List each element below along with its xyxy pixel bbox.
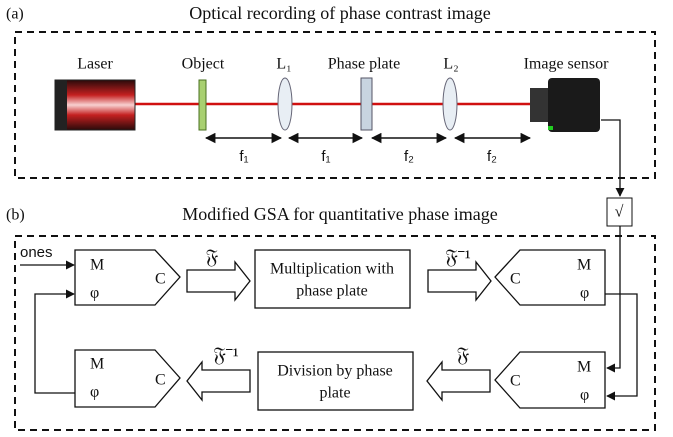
distance-label: f₂ xyxy=(487,148,497,165)
block-phi: φ xyxy=(90,384,99,401)
block-phi: φ xyxy=(580,387,589,404)
block-m: M xyxy=(90,257,104,274)
block-c: C xyxy=(155,372,166,389)
block-phi: φ xyxy=(90,285,99,302)
object xyxy=(199,80,206,130)
panel-label: (b) xyxy=(6,207,25,224)
sensor-front xyxy=(530,88,550,122)
sensor-led xyxy=(548,126,553,130)
transform: 𝔉⁻¹ xyxy=(213,345,238,367)
component-label: Object xyxy=(182,56,225,73)
input-label: ones xyxy=(20,244,53,261)
panel-title: Optical recording of phase contrast imag… xyxy=(189,3,490,23)
diagram: (a) Optical recording of phase contrast … xyxy=(0,0,673,437)
distance-label: f₂ xyxy=(404,148,414,165)
box-text: plate xyxy=(319,385,350,402)
connector xyxy=(601,120,620,196)
block-c: C xyxy=(510,271,521,288)
block-m: M xyxy=(577,359,591,376)
block-c: C xyxy=(155,271,166,288)
panel-label: (a) xyxy=(6,6,24,23)
transform: 𝔉⁻¹ xyxy=(445,247,470,269)
block-c: C xyxy=(510,373,521,390)
box-text: Division by phase xyxy=(277,363,393,380)
phase-plate xyxy=(361,78,372,130)
box-text: Multiplication with xyxy=(270,261,394,278)
component-label: Phase plate xyxy=(328,56,400,73)
component-label: Image sensor xyxy=(524,56,610,73)
lens xyxy=(443,78,457,130)
image-sensor xyxy=(548,78,600,132)
laser-end xyxy=(55,80,67,130)
block-phi: φ xyxy=(580,285,589,302)
component-label: L₂ xyxy=(443,56,458,73)
block-m: M xyxy=(577,257,591,274)
block-m: M xyxy=(90,356,104,373)
transform: 𝔉 xyxy=(206,247,219,269)
panel-title: Modified GSA for quantitative phase imag… xyxy=(182,204,497,224)
component-label: Laser xyxy=(77,56,113,73)
distance-label: f₁ xyxy=(239,148,248,165)
transform: 𝔉 xyxy=(457,345,470,367)
component-label: L₁ xyxy=(276,56,291,73)
lens xyxy=(278,78,292,130)
box-text: phase plate xyxy=(296,283,368,300)
sqrt-symbol: √ xyxy=(615,204,624,221)
distance-label: f₁ xyxy=(321,148,330,165)
